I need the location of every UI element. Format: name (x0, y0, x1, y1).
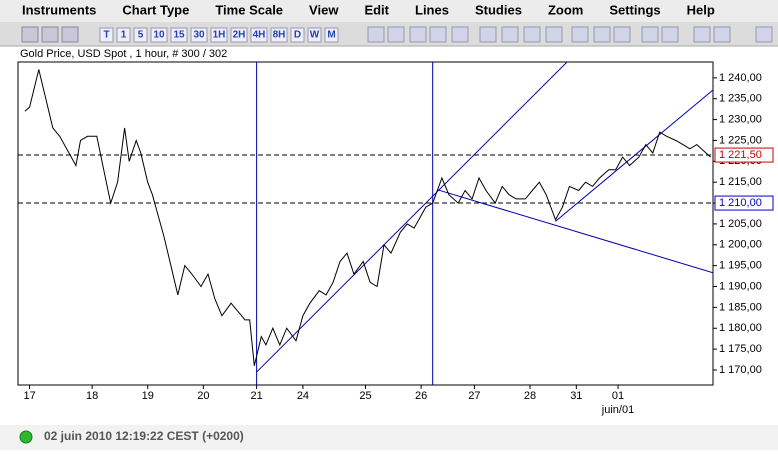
menu-item[interactable]: Edit (364, 2, 389, 17)
toolbar-icon[interactable] (523, 26, 541, 43)
toolbar-button[interactable] (230, 27, 248, 43)
y-tick-label: 1 185,00 (719, 301, 762, 313)
x-tick-label: 18 (86, 390, 98, 402)
price-line (24, 69, 712, 366)
y-tick-label: 1 215,00 (719, 176, 762, 188)
toolbar-button[interactable] (210, 27, 228, 43)
toolbar-icon[interactable] (571, 26, 589, 43)
toolbar-button-label[interactable]: 1 (121, 30, 127, 41)
price-label: 1 221,50 (719, 149, 762, 161)
x-tick-label: 27 (468, 390, 480, 402)
menu-item[interactable]: Zoom (548, 2, 583, 17)
price-label: 1 210,00 (719, 197, 762, 209)
toolbar-icon[interactable] (61, 26, 79, 43)
status-text: 02 juin 2010 12:19:22 CEST (+0200) (44, 429, 244, 443)
y-tick-label: 1 235,00 (719, 93, 762, 105)
toolbar-button[interactable] (190, 27, 208, 43)
toolbar-button-label[interactable]: 30 (193, 30, 205, 41)
toolbar-button-label[interactable]: W (310, 30, 320, 41)
toolbar-button-label[interactable]: 8H (273, 30, 286, 41)
y-tick-label: 1 225,00 (719, 134, 762, 146)
toolbar-button[interactable] (150, 27, 168, 43)
menu-item[interactable]: Help (687, 2, 715, 17)
x-tick-label: 24 (297, 390, 309, 402)
toolbar-icon[interactable] (593, 26, 611, 43)
toolbar-button-label[interactable]: D (294, 30, 301, 41)
trend-line (256, 62, 568, 373)
trend-line (437, 189, 713, 274)
toolbar-button-label[interactable]: 4H (253, 30, 266, 41)
x-tick-label: 19 (142, 390, 154, 402)
toolbar-icon[interactable] (641, 26, 659, 43)
toolbar-button-label[interactable]: 10 (153, 30, 165, 41)
toolbar-icon[interactable] (429, 26, 447, 43)
y-tick-label: 1 195,00 (719, 260, 762, 272)
toolbar-button[interactable] (270, 27, 288, 43)
x-tick-label: 17 (23, 390, 35, 402)
y-tick-label: 1 240,00 (719, 72, 762, 84)
toolbar-icon[interactable] (755, 26, 773, 43)
x-tick-label: 21 (250, 390, 262, 402)
toolbar-button[interactable] (116, 27, 131, 43)
menu-item[interactable]: Instruments (22, 2, 96, 17)
toolbar-button[interactable] (99, 27, 114, 43)
toolbar-icon[interactable] (21, 26, 39, 43)
menu-item[interactable]: Lines (415, 2, 449, 17)
toolbar-button[interactable] (307, 27, 322, 43)
toolbar-icon[interactable] (613, 26, 631, 43)
x-tick-label: 20 (197, 390, 209, 402)
x-sublabel: juin/01 (601, 404, 634, 416)
toolbar-icon[interactable] (451, 26, 469, 43)
x-tick-label: 28 (524, 390, 536, 402)
toolbar-button[interactable] (290, 27, 305, 43)
toolbar-icon[interactable] (387, 26, 405, 43)
toolbar-button-label[interactable]: 5 (138, 30, 144, 41)
x-tick-label: 25 (359, 390, 371, 402)
x-tick-label: 01 (612, 390, 624, 402)
toolbar-button-label[interactable]: T (103, 30, 109, 41)
plot-area (17, 61, 714, 386)
toolbar-icon[interactable] (661, 26, 679, 43)
y-tick-label: 1 170,00 (719, 364, 762, 376)
y-tick-label: 1 180,00 (719, 322, 762, 334)
y-tick-label: 1 205,00 (719, 218, 762, 230)
y-tick-label: 1 190,00 (719, 280, 762, 292)
menu-item[interactable]: View (309, 2, 339, 17)
toolbar-button[interactable] (170, 27, 188, 43)
price-label-box (714, 195, 774, 211)
status-bar (0, 425, 778, 450)
toolbar-icon[interactable] (501, 26, 519, 43)
toolbar-button-label[interactable]: 2H (233, 30, 246, 41)
menu-item[interactable]: Chart Type (122, 2, 189, 17)
toolbar-icon[interactable] (41, 26, 59, 43)
y-tick-label: 1 230,00 (719, 113, 762, 125)
status-indicator (19, 430, 33, 444)
toolbar-icon[interactable] (713, 26, 731, 43)
toolbar-button-label[interactable]: M (327, 30, 335, 41)
toolbar-button[interactable] (324, 27, 339, 43)
menu-item[interactable]: Settings (609, 2, 660, 17)
toolbar-icon[interactable] (693, 26, 711, 43)
toolbar-icon[interactable] (479, 26, 497, 43)
menu-item[interactable]: Studies (475, 2, 522, 17)
x-tick-label: 26 (415, 390, 427, 402)
price-label-box (714, 147, 774, 163)
toolbar-icon[interactable] (409, 26, 427, 43)
toolbar-button[interactable] (250, 27, 268, 43)
y-tick-label: 1 200,00 (719, 239, 762, 251)
menu-item[interactable]: Time Scale (215, 2, 283, 17)
toolbar-button-label[interactable]: 15 (173, 30, 185, 41)
trend-line (555, 89, 713, 222)
toolbar-button-label[interactable]: 1H (213, 30, 226, 41)
toolbar-button[interactable] (133, 27, 148, 43)
chart-title: Gold Price, USD Spot , 1 hour, # 300 / 3… (20, 48, 227, 60)
y-tick-label: 1 175,00 (719, 343, 762, 355)
toolbar-icon[interactable] (545, 26, 563, 43)
toolbar-icon[interactable] (367, 26, 385, 43)
x-tick-label: 31 (570, 390, 582, 402)
menu-bar (0, 0, 778, 22)
